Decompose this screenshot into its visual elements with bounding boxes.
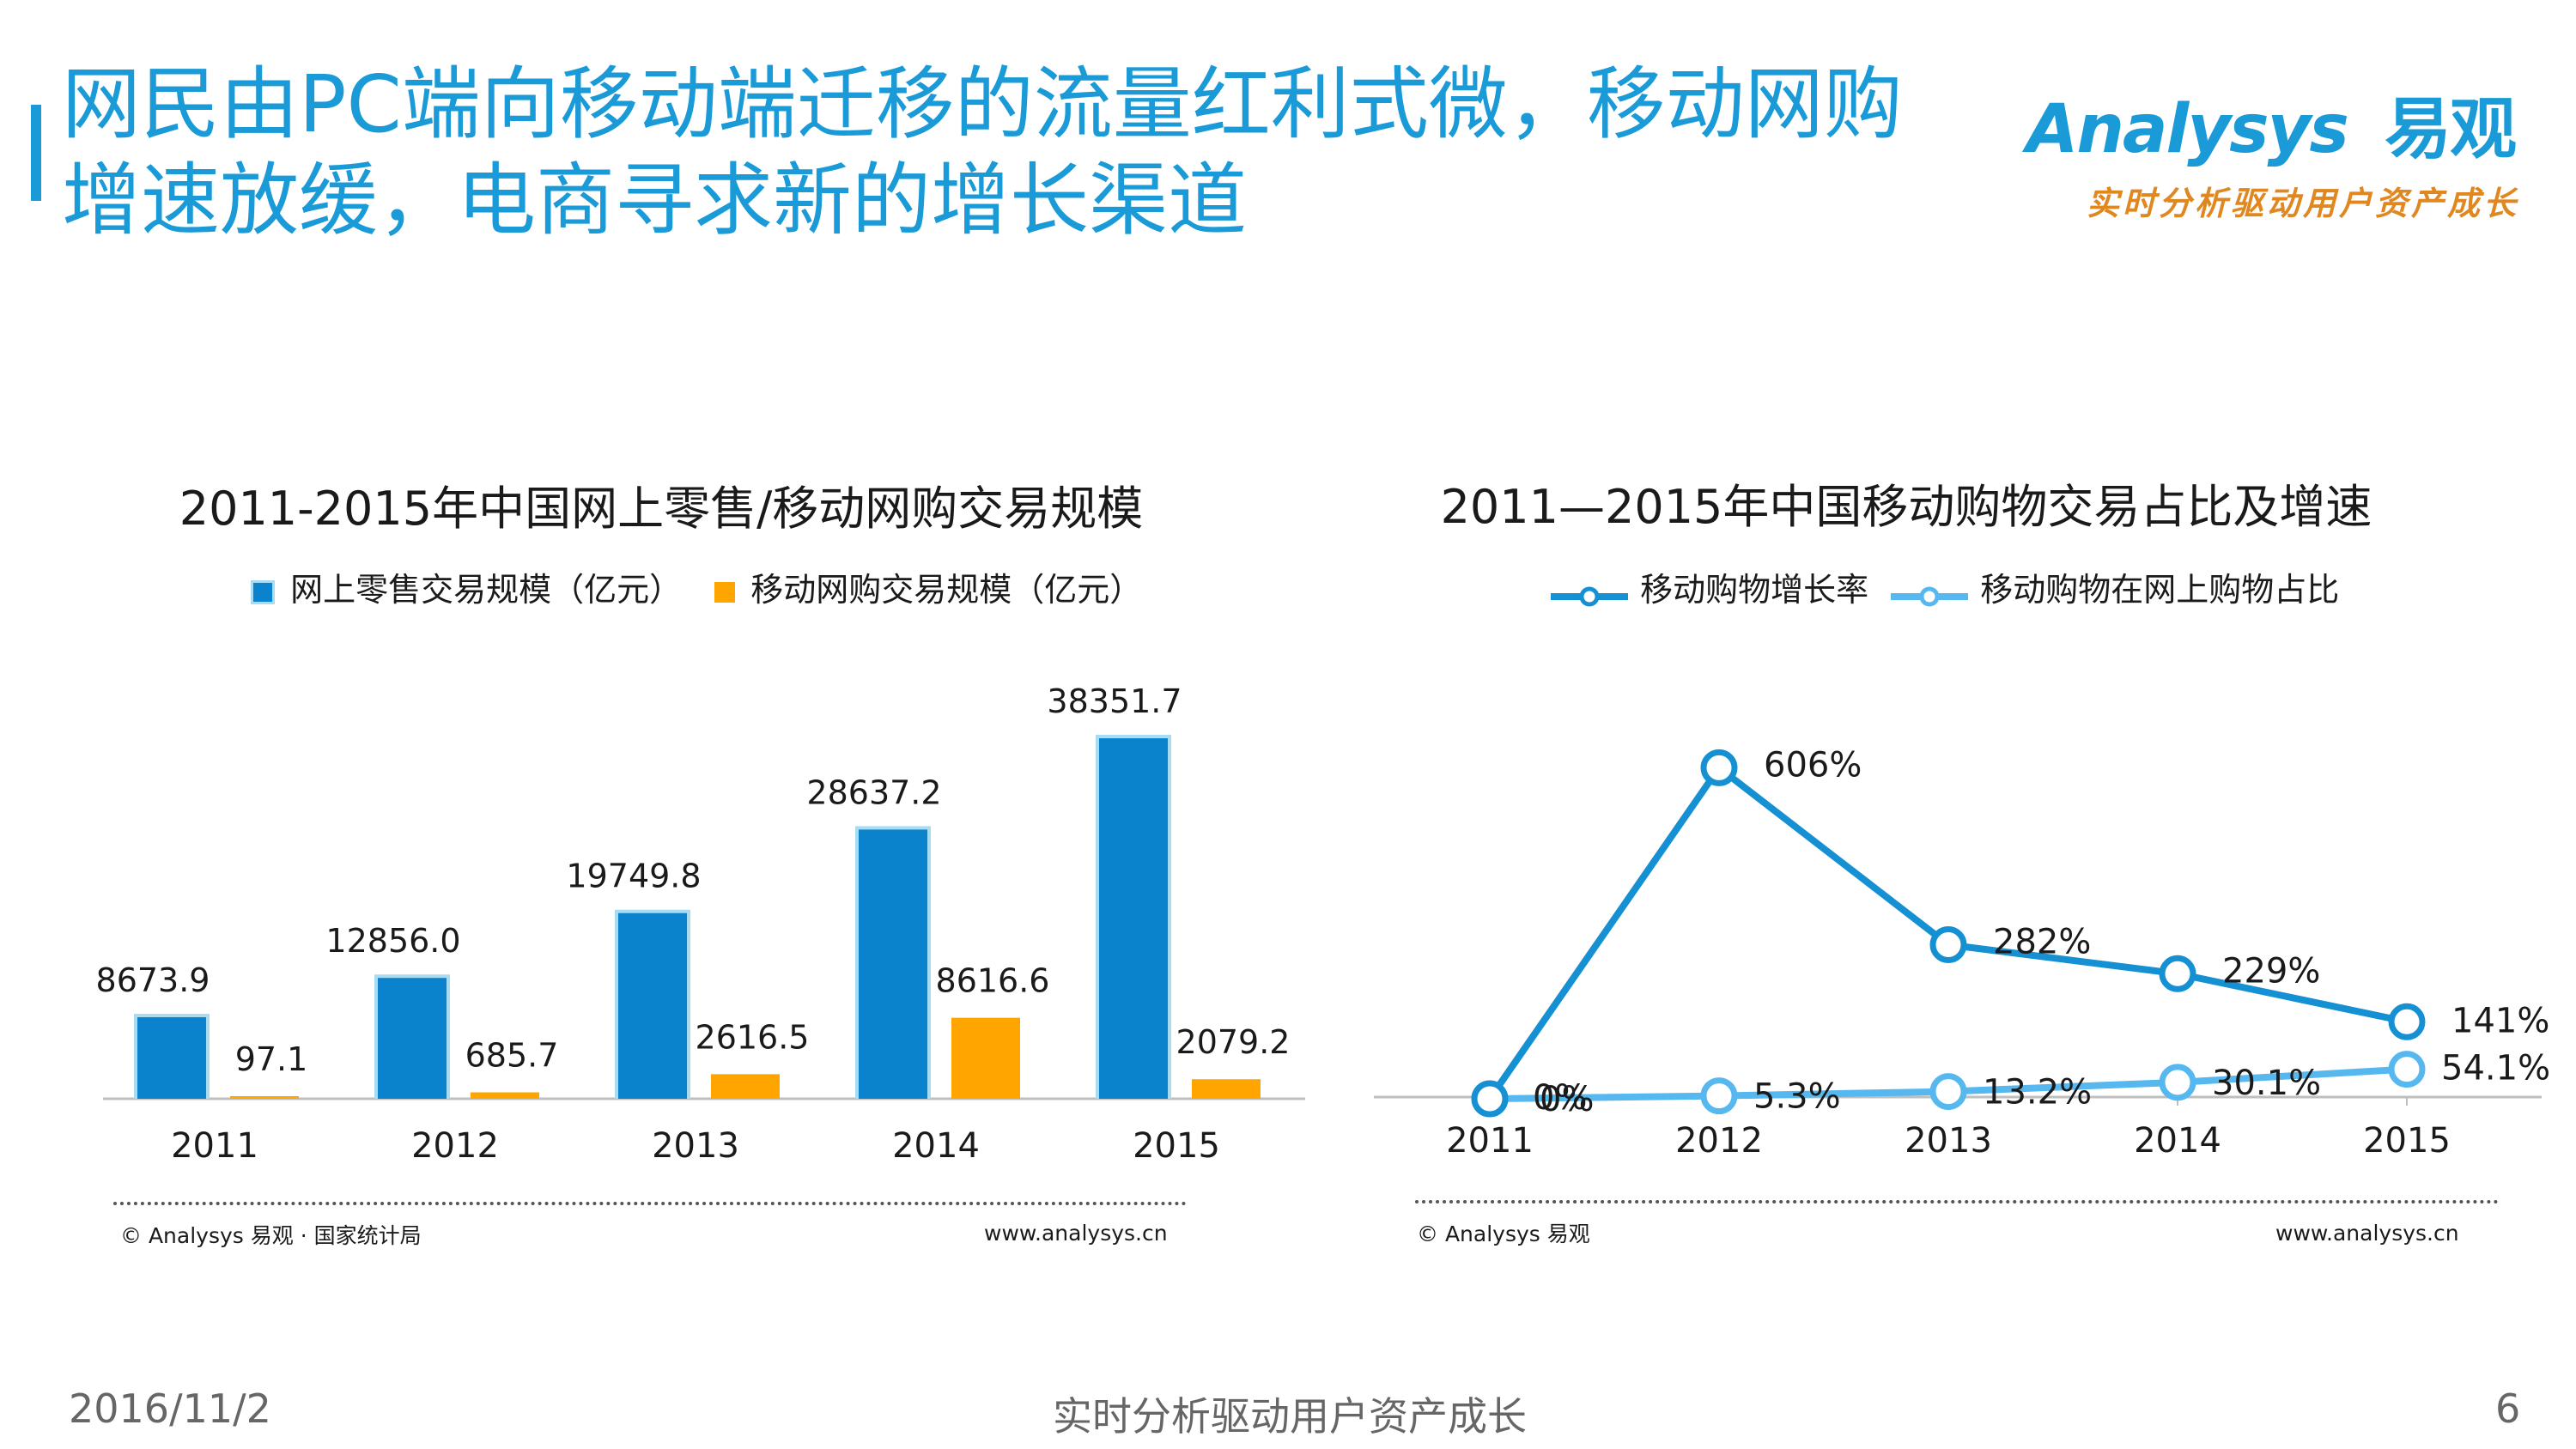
data-label-online-retail-2015: 38351.7 — [1047, 687, 1182, 720]
growth-rate-point-2012 — [1700, 749, 1738, 786]
x-tick-label-2013: 2013 — [652, 1126, 739, 1166]
legend-line-share-icon — [1891, 579, 1969, 606]
bar-online-retail-2012 — [378, 978, 447, 1099]
share-point-2013 — [1929, 1073, 1967, 1111]
data-label-mobile-shopping-2011: 97.1 — [235, 1040, 308, 1078]
bar-mobile-shopping-2011 — [230, 1096, 299, 1099]
x-tick-label-2012: 2012 — [1675, 1121, 1763, 1161]
left-chart-title: 2011-2015年中国网上零售/移动网购交易规模 — [179, 482, 1144, 536]
right-chart-title: 2011—2015年中国移动购物交易占比及增速 — [1440, 480, 2372, 534]
growth-rate-label-2014: 229% — [2222, 951, 2320, 991]
footer-date: 2016/11/2 — [69, 1385, 271, 1432]
logo-word-en: Analysys — [2026, 91, 2349, 168]
x-tick-label-2015: 2015 — [2363, 1121, 2451, 1161]
x-tick-label-2011: 2011 — [1446, 1121, 1534, 1161]
x-tick-label-2012: 2012 — [411, 1126, 499, 1166]
legend-label-mobile-shopping: 移动网购交易规模（亿元） — [750, 571, 1143, 609]
logo-tagline: 实时分析驱动用户资产成长 — [2087, 184, 2520, 222]
right-chart-source: © Analysys 易观 — [1417, 1222, 1590, 1246]
data-label-online-retail-2012: 12856.0 — [325, 922, 460, 960]
legend-line-growth-icon — [1551, 579, 1628, 606]
share-label-2013: 13.2% — [1983, 1073, 2092, 1113]
growth-rate-label-2013: 282% — [1993, 923, 2091, 962]
bar-online-retail-2011 — [137, 1017, 206, 1099]
growth-rate-point-2011 — [1471, 1080, 1509, 1118]
data-label-mobile-shopping-2015: 2079.2 — [1176, 1023, 1291, 1061]
x-tick-label-2014: 2014 — [2134, 1121, 2221, 1161]
growth-rate-label-2011: 0% — [1533, 1078, 1587, 1118]
data-label-mobile-shopping-2013: 2616.5 — [696, 1018, 810, 1056]
x-tick-label-2014: 2014 — [892, 1126, 980, 1166]
bar-mobile-shopping-2012 — [471, 1092, 539, 1099]
data-label-online-retail-2011: 8673.9 — [96, 961, 210, 999]
slide-title: 网民由PC端向移动端迁移的流量红利式微，移动网购增速放缓，电商寻求新的增长渠道 — [62, 58, 1903, 246]
x-tick-label-2013: 2013 — [1905, 1121, 1992, 1161]
growth-rate-point-2015 — [2388, 1003, 2426, 1040]
legend-label-online-retail: 网上零售交易规模（亿元） — [290, 571, 683, 609]
share-label-2011: 0% — [1540, 1080, 1594, 1119]
growth-rate-label-2012: 606% — [1764, 745, 1862, 785]
bar-online-retail-2015 — [1099, 738, 1168, 1099]
share-point-2015 — [2388, 1051, 2426, 1088]
legend-label-share: 移动购物在网上购物占比 — [1980, 571, 2340, 609]
right-chart-legend: 移动购物增长率 移动购物在网上购物占比 — [1551, 563, 2339, 610]
data-label-online-retail-2014: 28637.2 — [806, 773, 941, 811]
title-accent-bar — [31, 105, 41, 201]
share-point-2014 — [2159, 1064, 2196, 1101]
left-chart-legend: 网上零售交易规模（亿元） 移动网购交易规模（亿元） — [251, 563, 1142, 610]
x-tick-label-2011: 2011 — [171, 1126, 258, 1166]
growth-rate-point-2013 — [1929, 926, 1967, 964]
bar-online-retail-2013 — [618, 912, 687, 1099]
growth-rate-label-2015: 141% — [2451, 1001, 2549, 1040]
bar-online-retail-2014 — [859, 829, 927, 1099]
data-label-mobile-shopping-2014: 8616.6 — [936, 962, 1050, 1000]
bar-mobile-shopping-2013 — [711, 1074, 780, 1099]
logo-wordmark: Analysys 易观 — [2026, 76, 2517, 172]
legend-label-growth-rate: 移动购物增长率 — [1640, 571, 1869, 609]
right-chart-url: www.analysys.cn — [2275, 1221, 2459, 1246]
left-bar-chart: 8673.9 97.1 2011 12856.0 685.7 2012 19749.8 261… — [96, 687, 1305, 1166]
logo-word-cn: 易观 — [2384, 91, 2517, 168]
right-chart-divider — [1415, 1200, 2499, 1203]
left-chart-source: © Analysys 易观 · 国家统计局 — [120, 1223, 422, 1248]
right-line-chart: 0% 606% 282% 229% 141% 0% 5.3% 13.2% 30.1% 54.1% 2… — [1374, 745, 2550, 1161]
left-chart-url: www.analysys.cn — [984, 1221, 1168, 1246]
data-label-online-retail-2013: 19749.8 — [566, 858, 701, 895]
left-chart-divider — [113, 1202, 1187, 1205]
footer-slogan: 实时分析驱动用户资产成长 — [1053, 1393, 1527, 1440]
analysys-logo: Analysys 易观 实时分析驱动用户资产成长 — [2026, 76, 2542, 230]
data-label-mobile-shopping-2012: 685.7 — [465, 1036, 559, 1074]
share-label-2015: 54.1% — [2441, 1049, 2550, 1088]
legend-swatch-mobile-shopping — [714, 581, 736, 603]
share-label-2014: 30.1% — [2212, 1064, 2321, 1103]
bar-mobile-shopping-2015 — [1192, 1079, 1261, 1099]
legend-swatch-online-retail — [251, 579, 275, 604]
growth-rate-point-2014 — [2159, 955, 2196, 992]
x-tick-label-2015: 2015 — [1133, 1126, 1220, 1166]
share-point-2012 — [1700, 1077, 1738, 1115]
share-label-2012: 5.3% — [1753, 1077, 1841, 1117]
bar-mobile-shopping-2014 — [951, 1017, 1020, 1099]
footer-page-number: 6 — [2495, 1385, 2521, 1432]
